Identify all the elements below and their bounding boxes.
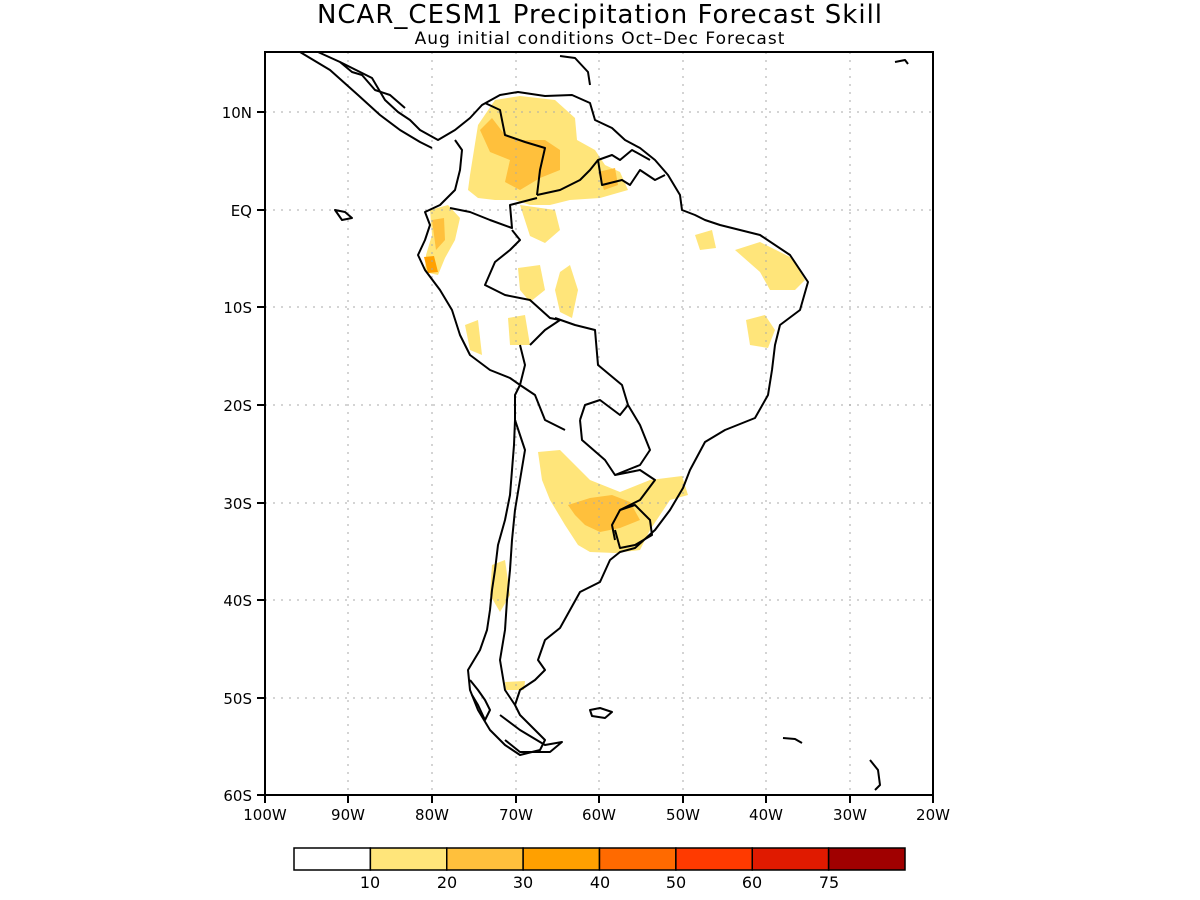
legend-color-box — [827, 847, 906, 871]
border-paraguay — [579, 404, 651, 476]
skill-area-peru-coast — [424, 256, 438, 273]
legend-color-box — [751, 847, 830, 871]
border-peru-brazil — [484, 229, 561, 346]
lat-label: 50S — [223, 690, 252, 708]
legend-color-box — [522, 847, 601, 871]
color-bar: 10 20 30 40 50 60 75 — [293, 847, 906, 892]
central-america-coast-south — [299, 51, 433, 149]
legend-label: 75 — [819, 873, 839, 892]
border-bolivia-west — [519, 344, 566, 431]
legend-label: 60 — [742, 873, 762, 892]
legend-label: 10 — [360, 873, 380, 892]
lat-label: 60S — [223, 787, 252, 805]
legend-color-box — [598, 847, 677, 871]
legend-label: 40 — [590, 873, 610, 892]
lon-label: 60W — [582, 806, 616, 824]
caribbean-islands — [559, 55, 591, 86]
isthmus-coast — [339, 61, 406, 109]
border-colombia-venezuela — [484, 102, 546, 196]
longitude-labels: 100W 90W 80W 70W 60W 50W 40W 30W 20W — [243, 806, 950, 824]
tierra-del-fuego — [499, 714, 563, 753]
lat-label: 40S — [223, 592, 252, 610]
border-argentina-brazil — [611, 469, 656, 541]
chile-archipelago — [469, 679, 491, 721]
north-atlantic-islands — [894, 59, 909, 65]
lat-label: EQ — [231, 202, 252, 220]
falkland-islands — [589, 707, 613, 719]
lon-label: 40W — [749, 806, 783, 824]
border-uruguay — [614, 504, 653, 549]
skill-area-brazil-east — [746, 315, 775, 348]
skill-area-west-amazon — [520, 205, 560, 243]
lon-label: 50W — [666, 806, 700, 824]
skill-shading — [424, 96, 805, 690]
lat-label: 10N — [222, 104, 252, 122]
south-sandwich-islands — [869, 759, 881, 791]
skill-area-amazon-south-1 — [518, 265, 545, 302]
legend-color-box — [675, 847, 754, 871]
lon-label: 100W — [243, 806, 287, 824]
galapagos-islands — [334, 209, 353, 221]
border-chile-argentina — [499, 419, 526, 706]
border-guianas — [597, 159, 666, 186]
map-subtitle: Aug initial conditions Oct–Dec Forecast — [414, 29, 786, 49]
south-georgia — [782, 737, 803, 744]
lat-label: 30S — [223, 495, 252, 513]
lat-label: 10S — [223, 299, 252, 317]
axis-ticks — [257, 111, 934, 803]
skill-area-peru-south — [508, 315, 530, 345]
legend-label: 30 — [513, 873, 533, 892]
skill-area-brazil-coast — [695, 230, 716, 250]
legend-color-box — [293, 847, 372, 871]
skill-area-ecuador-core — [432, 218, 445, 250]
skill-area-brazil-ne — [735, 242, 805, 290]
border-bolivia — [554, 317, 629, 421]
skill-area-amazon-south-2 — [555, 265, 578, 318]
lat-label: 20S — [223, 397, 252, 415]
legend-color-box — [369, 847, 448, 871]
legend-color-box — [446, 847, 524, 871]
lon-label: 80W — [415, 806, 449, 824]
lon-label: 70W — [499, 806, 533, 824]
border-colombia-ecuador-peru — [449, 197, 538, 229]
lon-label: 20W — [916, 806, 950, 824]
map-title: NCAR_CESM1 Precipitation Forecast Skill — [316, 0, 884, 30]
skill-area-pampas-core — [568, 495, 640, 532]
lon-label: 90W — [331, 806, 365, 824]
land-outlines — [299, 51, 909, 791]
latitude-labels: 10N EQ 10S 20S 30S 40S 50S 60S — [222, 104, 252, 805]
skill-area-peru-west — [465, 320, 482, 355]
skill-area-patagonia — [505, 681, 525, 690]
south-america-coastline — [317, 51, 809, 756]
color-bar-labels: 10 20 30 40 50 60 75 — [360, 873, 839, 892]
lon-label: 30W — [833, 806, 867, 824]
legend-label: 50 — [666, 873, 686, 892]
color-bar-boxes — [293, 847, 906, 871]
legend-label: 20 — [437, 873, 457, 892]
